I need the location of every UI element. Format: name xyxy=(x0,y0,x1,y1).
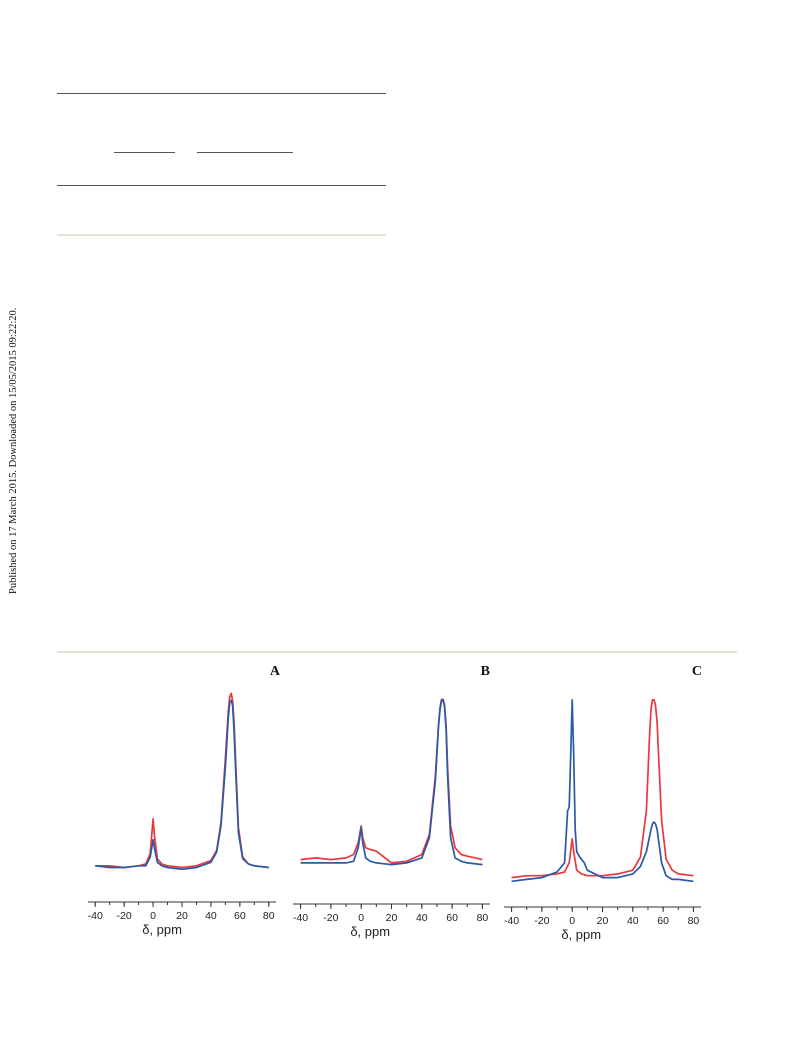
tick-label-b: 80 xyxy=(477,912,489,924)
table-sub-rule-1 xyxy=(114,152,175,153)
tick-label-b: -20 xyxy=(323,912,338,924)
red-spectrum-line-c xyxy=(511,698,694,879)
tick-label-a: 80 xyxy=(263,910,275,922)
tick-label-b: 60 xyxy=(446,912,458,924)
x-axis-title-c: δ, ppm xyxy=(561,927,601,942)
tick-label-c: 40 xyxy=(627,915,639,927)
panel-b: B -40 -20 0 20 40 60 80 δ, ppm xyxy=(293,664,490,939)
tick-label-c: 0 xyxy=(569,915,575,927)
panel-label-c: C xyxy=(692,664,702,679)
table-sub-rule-2 xyxy=(197,152,293,153)
tick-label-a: -40 xyxy=(88,910,103,922)
blue-spectrum-line-a xyxy=(95,699,269,871)
tick-label-b: -40 xyxy=(293,912,308,924)
tick-label-c: -40 xyxy=(504,915,519,927)
table-top-rule xyxy=(57,93,386,94)
figure-top-rule xyxy=(57,651,737,653)
tick-label-c: 60 xyxy=(657,915,669,927)
tick-label-c: 20 xyxy=(597,915,609,927)
blue-spectrum-line-c xyxy=(511,698,694,883)
tick-label-b: 0 xyxy=(358,912,364,924)
tick-label-c: 80 xyxy=(688,915,700,927)
red-spectrum-line-a xyxy=(95,692,269,869)
table-bottom-rule xyxy=(57,234,386,236)
panel-a: A -40 -20 0 20 40 60 80 δ, ppm xyxy=(88,664,281,937)
blue-spectrum-line-b xyxy=(300,698,483,866)
tick-label-a: 20 xyxy=(176,910,188,922)
tick-label-b: 40 xyxy=(416,912,428,924)
panel-label-a: A xyxy=(270,664,281,679)
tick-label-a: -20 xyxy=(117,910,132,922)
panel-c: C -40 -20 0 20 40 60 80 δ, ppm xyxy=(504,664,702,942)
tick-label-c: -20 xyxy=(534,915,549,927)
tick-label-b: 20 xyxy=(386,912,398,924)
tick-label-a: 60 xyxy=(234,910,246,922)
x-axis-title-a: δ, ppm xyxy=(142,922,182,937)
x-axis-title-b: δ, ppm xyxy=(350,924,390,939)
tick-label-a: 40 xyxy=(205,910,217,922)
tick-label-a: 0 xyxy=(150,910,156,922)
table-mid-rule xyxy=(57,185,386,186)
panel-label-b: B xyxy=(481,664,490,679)
red-spectrum-line-b xyxy=(300,698,483,864)
